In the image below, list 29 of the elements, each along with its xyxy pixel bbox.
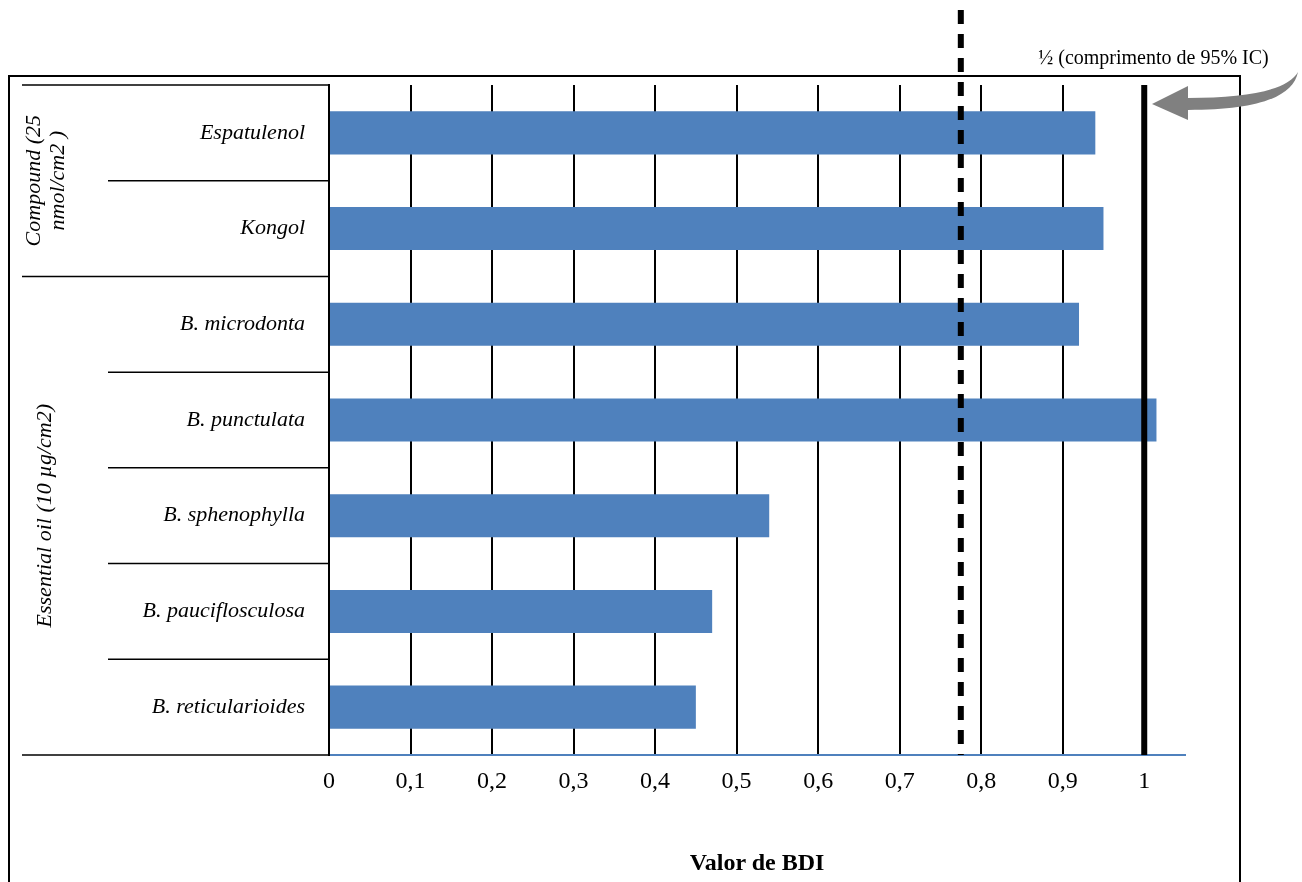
text: Compound (25 nmol/cm2 ): [19, 115, 69, 247]
x-tick-label: 0,1: [395, 766, 426, 793]
y-tick-label: Kongol: [239, 214, 305, 240]
x-tick-label: 0,6: [803, 766, 834, 793]
x-tick-label: 0,3: [558, 766, 589, 793]
bar: [330, 398, 1157, 442]
bar: [330, 494, 770, 538]
x-tick-label: 0,9: [1047, 766, 1078, 793]
text: Essential oil (10 µg/cm2): [30, 403, 56, 629]
bar: [330, 207, 1104, 251]
x-axis-title: Valor de BDI: [689, 848, 825, 875]
ref-line-label: ½ (comprimento de 95% IC): [1038, 46, 1269, 69]
x-tick-label: 0,7: [884, 766, 915, 793]
x-tick-label: 0,4: [640, 766, 671, 793]
bar: [330, 589, 713, 633]
x-tick-label: 0,2: [477, 766, 508, 793]
y-tick-label: Espatulenol: [198, 118, 305, 144]
x-tick-label: 0,8: [966, 766, 997, 793]
y-tick-label: B. microdonta: [179, 310, 305, 336]
bar: [330, 111, 1096, 155]
y-tick-label: B. sphenophylla: [163, 501, 305, 527]
x-tick-label: 0,5: [721, 766, 752, 793]
y-tick-label: B. pauciflosculosa: [142, 597, 305, 623]
x-tick-label: 1: [1138, 766, 1151, 793]
bar: [330, 685, 696, 729]
y-tick-label: B. punctulata: [186, 405, 305, 431]
bar: [330, 302, 1080, 346]
y-tick-label: B. reticularioides: [151, 692, 305, 718]
x-tick-label: 0: [323, 766, 335, 793]
